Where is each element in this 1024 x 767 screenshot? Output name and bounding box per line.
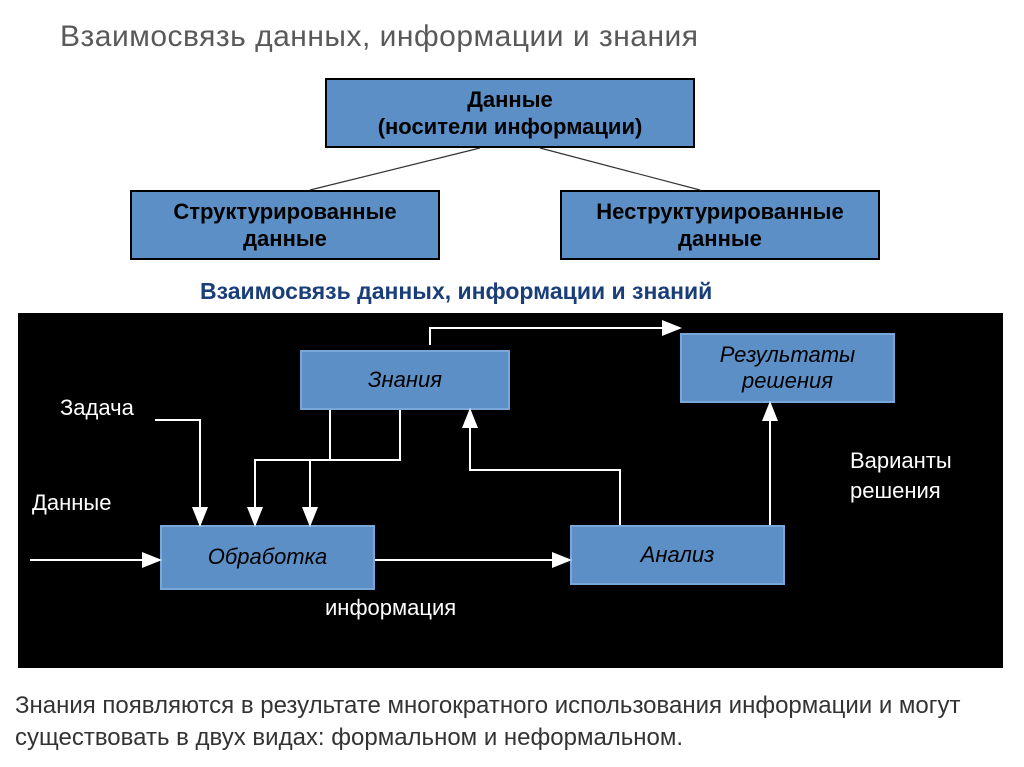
tree-right-box: Неструктурированные данные: [560, 190, 880, 260]
tree-right-line1: Неструктурированные: [596, 199, 843, 224]
node-results-line1: Результаты: [720, 342, 855, 367]
label-task: Задача: [60, 395, 134, 421]
node-processing-label: Обработка: [208, 544, 328, 570]
tree-left-line2: данные: [243, 226, 327, 251]
label-info: информация: [325, 595, 456, 621]
node-knowledge-label: Знания: [368, 367, 442, 393]
footer-text: Знания появляются в результате многократ…: [15, 690, 1005, 755]
label-variants-2: решения: [850, 478, 941, 504]
tree-right-line2: данные: [678, 226, 762, 251]
tree-left-box: Структурированные данные: [130, 190, 440, 260]
label-data: Данные: [32, 490, 111, 516]
node-results-line2: решения: [742, 368, 833, 393]
node-processing: Обработка: [160, 525, 375, 590]
tree-root-box: Данные (носители информации): [325, 78, 695, 148]
tree-left-line1: Структурированные: [173, 199, 396, 224]
page-title: Взаимосвязь данных, информации и знания: [60, 20, 699, 54]
node-analysis: Анализ: [570, 525, 785, 585]
node-knowledge: Знания: [300, 350, 510, 410]
label-variants-1: Варианты: [850, 448, 952, 474]
node-analysis-label: Анализ: [641, 542, 715, 568]
tree-root-line2: (носители информации): [378, 114, 643, 139]
node-results: Результаты решения: [680, 333, 895, 403]
tree-root-line1: Данные: [467, 87, 553, 112]
subtitle: Взаимосвязь данных, информации и знаний: [200, 278, 712, 305]
